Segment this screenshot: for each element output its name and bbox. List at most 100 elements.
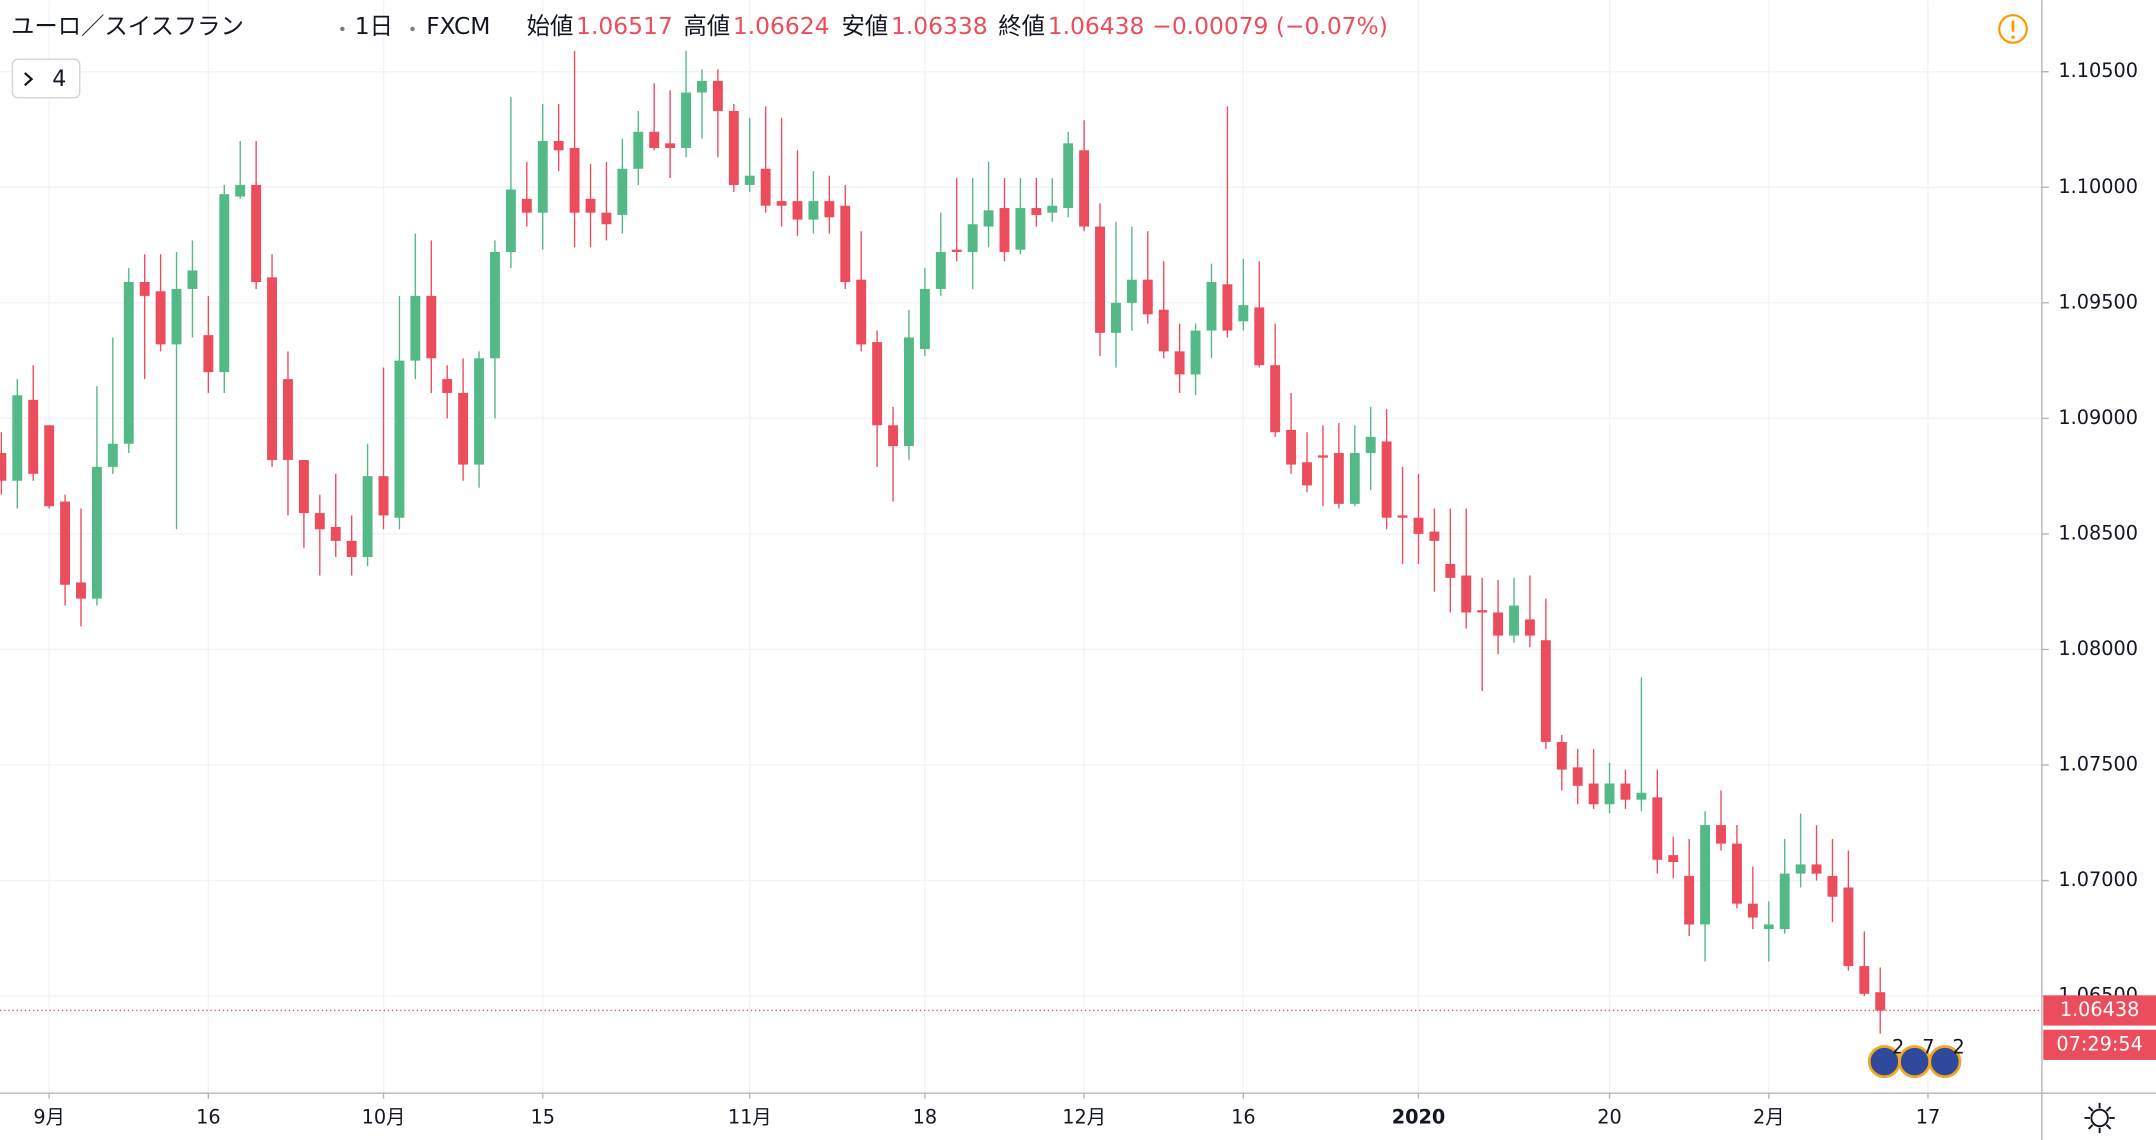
candle-body — [1509, 605, 1519, 636]
candle-body — [394, 360, 405, 518]
x-tick-label: 11月 — [728, 1105, 772, 1128]
high-label: 高値 — [683, 12, 730, 40]
settings-icon[interactable] — [2084, 1102, 2115, 1134]
x-tick-label: 2月 — [1753, 1105, 1785, 1128]
indicators-count[interactable]: 4 — [52, 67, 66, 92]
candle-body — [904, 337, 914, 447]
y-tick-label: 1.08500 — [2058, 521, 2138, 544]
candle-body — [712, 80, 723, 111]
candle-body — [0, 453, 7, 481]
warning-icon[interactable] — [1998, 14, 2028, 44]
y-tick-label: 1.09000 — [2058, 406, 2138, 429]
candle-body — [1811, 864, 1822, 874]
candle-body — [426, 295, 437, 359]
last-price-label: 1.06438 — [2060, 998, 2140, 1021]
x-tick-label: 16 — [196, 1105, 221, 1128]
candle-body — [1461, 575, 1472, 613]
candle-body — [697, 80, 707, 93]
interval: 1日 — [355, 12, 393, 40]
candle-body — [728, 110, 739, 185]
candle-body — [967, 224, 978, 252]
candle-body — [458, 392, 469, 465]
candle-body — [856, 279, 867, 345]
event-marker[interactable]: 2 — [1928, 1035, 1965, 1079]
x-tick-label: 18 — [913, 1105, 938, 1128]
candle-body — [537, 141, 548, 213]
y-tick-label: 1.07000 — [2058, 868, 2138, 891]
candle-body — [1859, 966, 1870, 994]
candle-body — [1779, 873, 1790, 930]
warning-ring[interactable] — [1998, 14, 2028, 44]
candle-body — [219, 194, 230, 373]
candle-body — [1827, 875, 1838, 897]
candle-body — [553, 141, 564, 151]
candle-body — [1063, 143, 1074, 209]
candle-body — [1413, 517, 1424, 534]
x-tick-label: 9月 — [33, 1105, 65, 1128]
candle-body — [840, 205, 851, 283]
last-price-box — [2043, 995, 2156, 1026]
candle-body — [283, 379, 293, 460]
candle-body — [1429, 531, 1440, 541]
candle-body — [633, 131, 644, 169]
candle-body — [155, 291, 166, 345]
candle-body — [346, 540, 357, 558]
y-tick-label: 1.10500 — [2058, 59, 2138, 82]
candle-body — [649, 131, 660, 148]
settings-ring[interactable] — [2090, 1108, 2109, 1128]
candle-body — [139, 282, 150, 296]
candle-body — [12, 395, 23, 481]
candle-body — [1333, 453, 1344, 504]
candle-body — [617, 168, 628, 215]
candle-body — [1747, 903, 1758, 918]
indicators-button[interactable]: 4 — [11, 58, 81, 99]
candle-body — [76, 582, 86, 599]
high-value: 1.06624 — [733, 12, 830, 40]
candle-body — [378, 476, 389, 516]
candle-body — [1524, 619, 1535, 636]
candle-body — [1556, 741, 1567, 770]
candle-body — [569, 147, 580, 213]
candle-body — [1095, 226, 1105, 333]
candle-body — [665, 143, 676, 148]
candle-body — [1222, 284, 1233, 331]
candle-body — [1254, 307, 1265, 366]
candle-body — [251, 184, 262, 283]
candle-body — [1477, 610, 1488, 613]
candle-body — [1843, 887, 1854, 967]
settings-rays — [2084, 1102, 2115, 1134]
candle-body — [235, 184, 246, 197]
x-tick-label: 15 — [530, 1105, 555, 1128]
countdown: 07:29:54 — [2056, 1032, 2142, 1055]
candle-body — [44, 425, 55, 507]
low-label: 安値 — [842, 12, 889, 40]
candle-body — [1604, 783, 1615, 805]
candle-body — [1031, 208, 1042, 215]
open-value: 1.06517 — [576, 12, 673, 40]
candle-body — [1015, 208, 1026, 250]
y-tick-label: 1.07500 — [2058, 753, 2138, 776]
candle-body — [1572, 767, 1583, 786]
candle-body — [601, 212, 612, 225]
candle-body — [1795, 864, 1806, 874]
source: FXCM — [426, 12, 490, 40]
candles — [0, 50, 1886, 1034]
candle-body — [585, 198, 596, 213]
candle-body — [203, 335, 214, 373]
candle-body — [298, 459, 309, 514]
candle-body — [1174, 351, 1185, 375]
legend-header: ユーロ／スイスフラン 1日 FXCM 始値 1.06517 高値 1.06624… — [11, 12, 1388, 40]
candle-body — [123, 282, 134, 444]
candle-body — [1652, 797, 1663, 860]
symbol: ユーロ／スイスフラン — [11, 12, 244, 40]
button-frame[interactable] — [11, 58, 81, 99]
candle-body — [330, 526, 341, 541]
event-count: 2 — [1952, 1035, 1964, 1058]
candle-body — [744, 175, 755, 185]
candle-body — [681, 92, 691, 148]
x-tick-label: 12月 — [1062, 1105, 1106, 1128]
candle-body — [1668, 855, 1679, 863]
